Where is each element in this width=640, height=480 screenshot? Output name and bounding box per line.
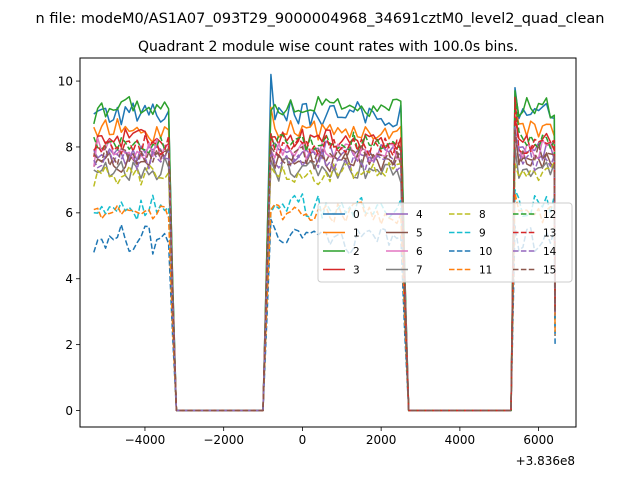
legend-label-5: 5 <box>416 227 423 239</box>
legend-label-3: 3 <box>353 264 360 276</box>
legend-label-14: 14 <box>543 246 557 258</box>
x-tick-label: 2000 <box>366 433 397 447</box>
legend-label-0: 0 <box>353 209 360 221</box>
y-axis-ticks: 0 2 4 6 8 10 <box>58 74 80 418</box>
x-axis-offset-label: +3.836e8 <box>516 454 575 468</box>
series-lines <box>93 73 556 412</box>
legend-label-10: 10 <box>479 246 492 258</box>
legend-label-13: 13 <box>543 227 556 239</box>
legend-label-15: 15 <box>543 264 556 276</box>
legend-label-8: 8 <box>479 209 486 221</box>
y-tick-label: 2 <box>65 338 73 352</box>
x-tick-label: 0 <box>299 433 307 447</box>
legend-label-1: 1 <box>353 227 360 239</box>
legend-label-12: 12 <box>543 209 556 221</box>
x-tick-label: −4000 <box>125 433 166 447</box>
y-tick-label: 0 <box>65 404 73 418</box>
legend-label-2: 2 <box>353 246 360 258</box>
y-tick-label: 6 <box>65 206 73 220</box>
legend-label-4: 4 <box>416 209 423 221</box>
y-tick-label: 4 <box>65 272 73 286</box>
legend-label-6: 6 <box>416 246 423 258</box>
y-tick-label: 10 <box>58 74 73 88</box>
legend-label-9: 9 <box>479 227 486 239</box>
legend-label-11: 11 <box>479 264 492 276</box>
x-tick-label: 4000 <box>445 433 476 447</box>
y-tick-label: 8 <box>65 140 73 154</box>
chart-title: Quadrant 2 module wise count rates with … <box>138 39 518 55</box>
x-tick-label: −2000 <box>203 433 244 447</box>
x-tick-label: 6000 <box>523 433 554 447</box>
legend-label-7: 7 <box>416 264 423 276</box>
figure-suptitle: n file: modeM0/AS1A07_093T29_9000004968_… <box>36 11 605 27</box>
legend-box <box>317 202 573 283</box>
series-line-15 <box>93 129 556 412</box>
x-axis-ticks: −4000 −2000 0 2000 4000 6000 <box>125 427 554 447</box>
axes-frame <box>79 57 577 428</box>
